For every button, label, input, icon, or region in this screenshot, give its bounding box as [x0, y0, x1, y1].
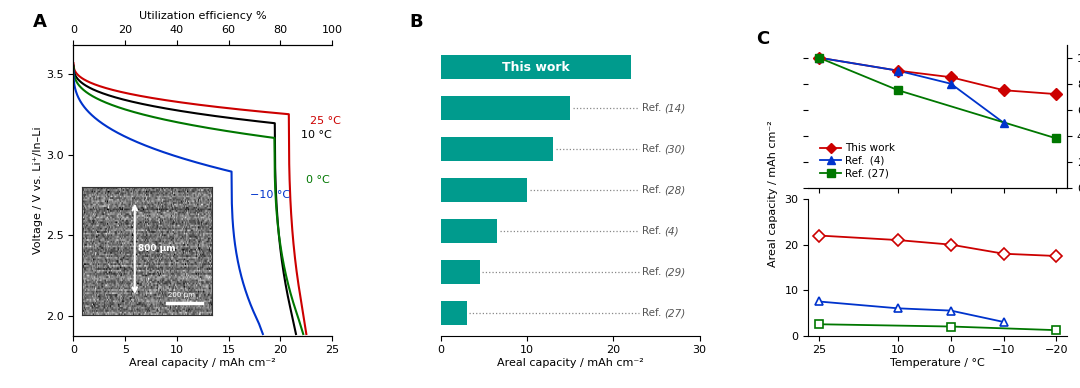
Bar [441, 137, 553, 161]
Text: This work: This work [502, 61, 569, 74]
Bar [441, 219, 497, 243]
Text: (29): (29) [664, 267, 685, 277]
Text: 25 °C: 25 °C [310, 116, 341, 126]
Text: 0 °C: 0 °C [307, 175, 330, 185]
Legend: This work, Ref.  (4), Ref. (27): This work, Ref. (4), Ref. (27) [816, 139, 900, 183]
Bar [441, 260, 480, 284]
Text: Ref.: Ref. [642, 308, 664, 318]
Text: 10 °C: 10 °C [301, 130, 332, 140]
Text: Ref.: Ref. [642, 144, 664, 154]
Bar [441, 96, 570, 120]
Y-axis label: Voltage / V vs. Li⁺/In–Li: Voltage / V vs. Li⁺/In–Li [33, 126, 43, 254]
Text: Ref.: Ref. [642, 267, 664, 277]
Text: (30): (30) [664, 144, 685, 154]
Bar [441, 301, 467, 326]
Text: Ref.: Ref. [642, 103, 664, 113]
Bar [441, 178, 527, 203]
X-axis label: Temperature / °C: Temperature / °C [890, 358, 985, 368]
Text: Areal capacity / mAh cm⁻²: Areal capacity / mAh cm⁻² [768, 121, 779, 267]
Text: (14): (14) [664, 103, 685, 113]
Text: (27): (27) [664, 308, 685, 318]
Text: (28): (28) [664, 185, 685, 195]
Text: C: C [757, 30, 770, 48]
Bar [441, 55, 631, 80]
Text: B: B [409, 12, 423, 31]
X-axis label: Areal capacity / mAh cm⁻²: Areal capacity / mAh cm⁻² [497, 358, 644, 368]
Text: (4): (4) [664, 226, 678, 236]
Text: Ref.: Ref. [642, 185, 664, 195]
Text: −10 °C: −10 °C [251, 190, 291, 200]
Text: Ref.: Ref. [642, 226, 664, 236]
X-axis label: Utilization efficiency %: Utilization efficiency % [139, 11, 267, 21]
Text: A: A [33, 12, 48, 31]
X-axis label: Areal capacity / mAh cm⁻²: Areal capacity / mAh cm⁻² [130, 358, 276, 368]
